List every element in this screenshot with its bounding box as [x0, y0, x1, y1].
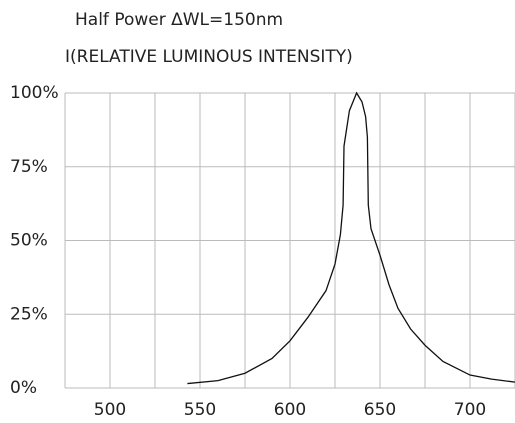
y-tick-label: 50% — [10, 231, 48, 251]
x-tick-label: 550 — [184, 400, 216, 420]
x-tick-label: 500 — [94, 400, 126, 420]
y-tick-label: 100% — [10, 83, 59, 103]
chart-title: Half Power ΔWL=150nm — [75, 10, 283, 30]
y-tick-label: 75% — [10, 157, 48, 177]
line — [187, 91, 515, 385]
y-tick-label: 0% — [10, 378, 37, 398]
x-tick-label: 600 — [274, 400, 306, 420]
x-tick-label: 700 — [454, 400, 486, 420]
y-tick-label: 25% — [10, 304, 48, 324]
chart-subtitle: I(RELATIVE LUMINOUS INTENSITY) — [65, 47, 353, 67]
x-tick-label: 650 — [364, 400, 396, 420]
